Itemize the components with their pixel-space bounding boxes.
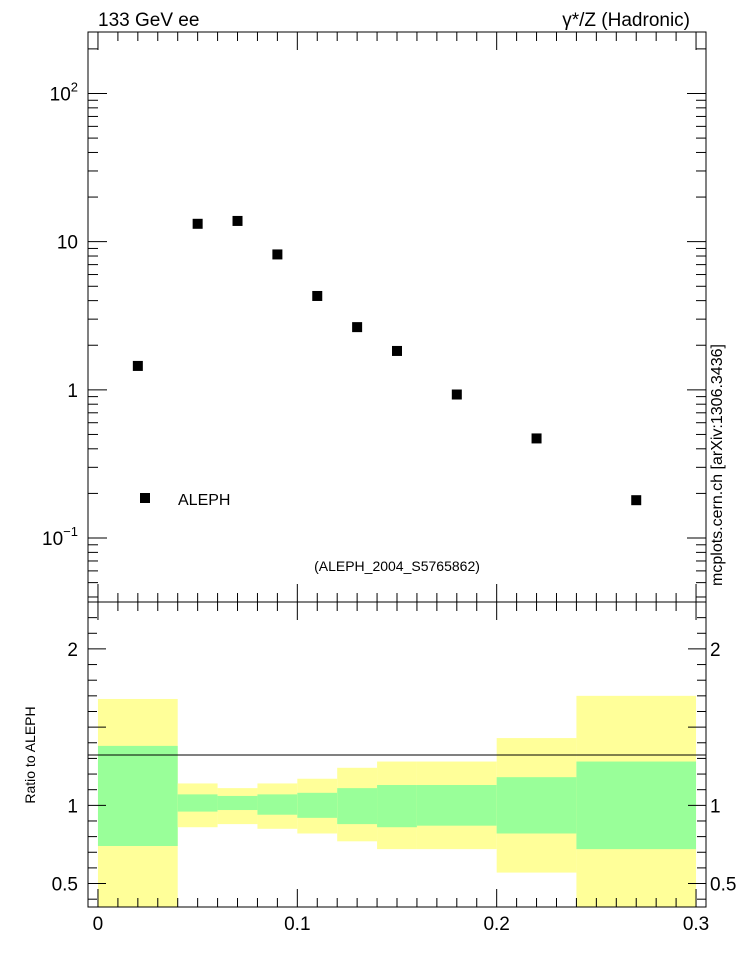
inner-band xyxy=(97,745,178,846)
legend-marker xyxy=(140,493,150,503)
data-point xyxy=(192,218,203,229)
x-tick-label: 0.2 xyxy=(483,914,509,935)
uncertainty-bands xyxy=(97,695,697,907)
process-label: γ*/Z (Hadronic) xyxy=(562,10,690,31)
y-tick-label: 1 xyxy=(67,381,78,402)
analysis-id: (ALEPH_2004_S5765862) xyxy=(314,558,480,574)
y-tick-label: 102 xyxy=(50,79,78,105)
inner-band xyxy=(217,795,258,811)
data-point xyxy=(312,290,323,301)
inner-band xyxy=(576,761,697,850)
data-point xyxy=(531,433,542,444)
data-point xyxy=(392,345,402,356)
ratio-x-axis: 0 0.1 0.2 0.3 xyxy=(93,602,709,935)
inner-band xyxy=(297,792,338,818)
data-point xyxy=(451,389,462,400)
x-tick-label: 0.1 xyxy=(284,914,310,935)
data-point xyxy=(631,495,642,506)
inner-band xyxy=(177,794,218,812)
y-tick-label: 10−1 xyxy=(42,524,78,550)
y-tick-label: 10 xyxy=(57,233,78,254)
energy-label: 133 GeV ee xyxy=(98,10,199,31)
ratio-y-label: Ratio to ALEPH xyxy=(22,706,38,803)
data-point xyxy=(352,322,363,333)
inner-band xyxy=(377,785,417,828)
inner-band xyxy=(337,788,378,825)
ratio-y-tick-label: 0.5 xyxy=(52,875,78,896)
x-tick-label: 0.3 xyxy=(683,914,709,935)
ratio-y-tick-label-right: 1 xyxy=(710,796,721,817)
ratio-y-tick-label-right: 0.5 xyxy=(710,875,736,896)
inner-band xyxy=(416,785,497,826)
inner-band xyxy=(496,777,577,834)
ratio-plot: 0.5 0.5 1 1 2 2 0 0.1 0.2 0.3 Ratio to ALEPH xyxy=(22,601,736,935)
inner-band xyxy=(257,794,298,815)
main-x-ticks xyxy=(97,32,697,602)
legend: ALEPH xyxy=(140,492,230,509)
main-y-axis: 10−1 1 10 102 xyxy=(42,48,706,598)
data-point xyxy=(272,249,283,260)
x-tick-label: 0 xyxy=(93,914,104,935)
legend-label: ALEPH xyxy=(178,492,230,509)
ratio-y-tick-label-right: 2 xyxy=(710,640,721,661)
main-frame xyxy=(87,31,707,603)
main-plot: 10−1 1 10 102 (ALEPH_2004_S5765862) ALEPH xyxy=(42,31,707,603)
data-point xyxy=(232,215,243,226)
data-points xyxy=(132,215,642,506)
ratio-y-tick-label: 1 xyxy=(67,796,78,817)
ratio-frame xyxy=(87,601,707,908)
data-point xyxy=(132,360,143,371)
source-note: mcplots.cern.ch [arXiv:1306.3436] xyxy=(709,344,726,586)
ratio-y-axis: 0.5 0.5 1 1 2 2 xyxy=(52,617,736,900)
ratio-y-tick-label: 2 xyxy=(67,640,78,661)
